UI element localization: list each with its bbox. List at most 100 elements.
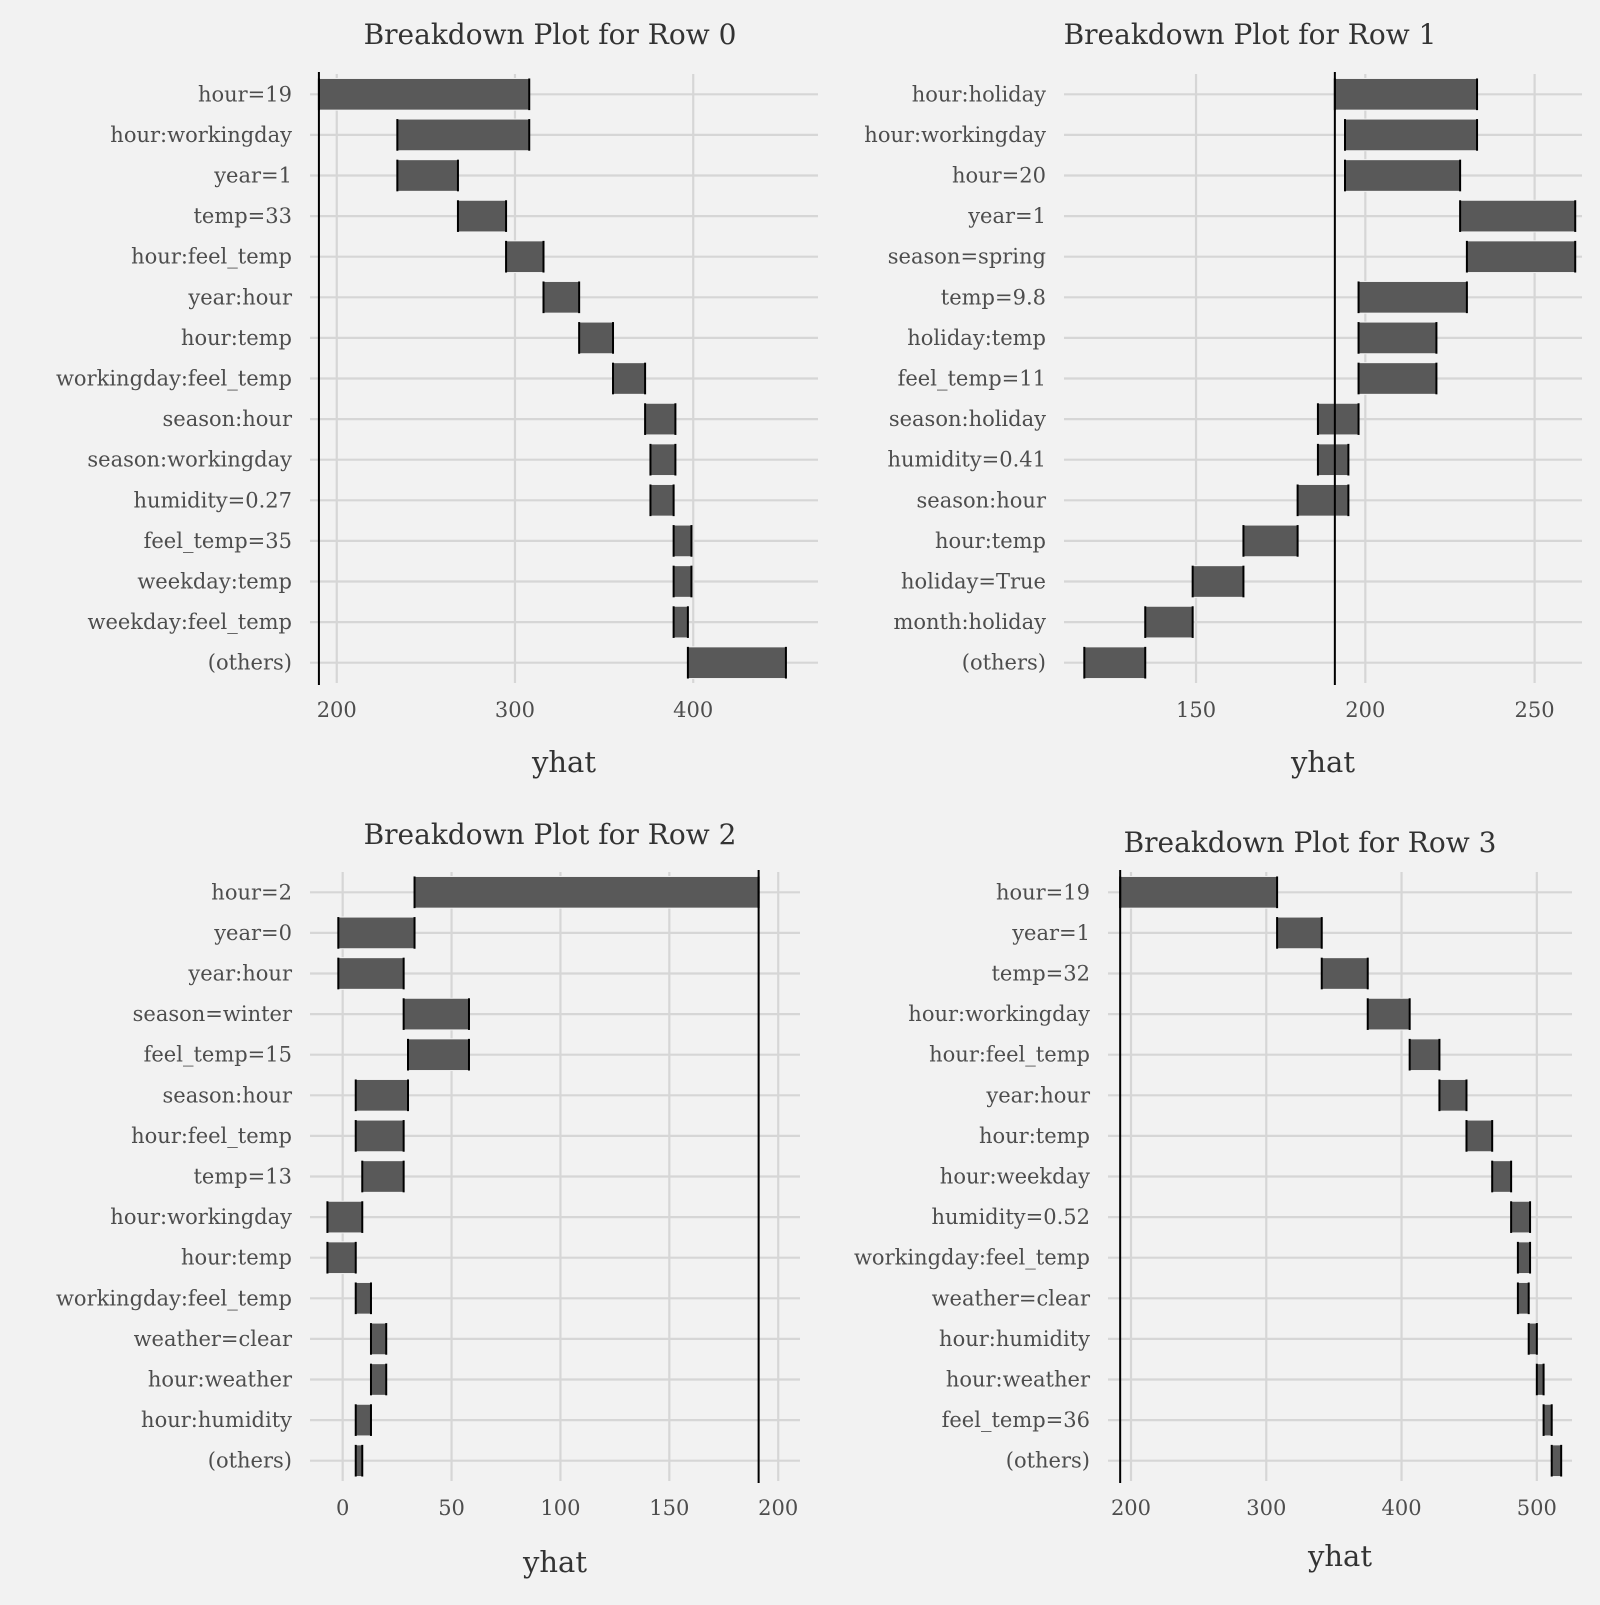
breakdown-plot-row-2: hour=2 year=0 year:hour season=winter feel_t… bbox=[56, 818, 800, 1579]
y-tick-label: hour=19 bbox=[996, 880, 1090, 904]
bar bbox=[1517, 1241, 1531, 1275]
x-tick-label: 250 bbox=[1515, 698, 1555, 722]
bar bbox=[1466, 240, 1576, 274]
chart-title: Breakdown Plot for Row 0 bbox=[364, 18, 737, 51]
bar bbox=[326, 1200, 363, 1234]
y-tick-label: weather=clear bbox=[932, 1286, 1091, 1310]
y-tick-label: hour:temp bbox=[181, 326, 292, 350]
y-tick-label: workingday:feel_temp bbox=[56, 367, 292, 391]
bar bbox=[1321, 957, 1369, 990]
y-tick-label: temp=32 bbox=[991, 962, 1090, 986]
bar bbox=[644, 402, 676, 436]
y-tick-label: season:hour bbox=[163, 1083, 293, 1107]
y-tick-label: hour:weekday bbox=[940, 1165, 1090, 1189]
y-tick-label: season:hour bbox=[917, 488, 1047, 512]
y-tick-label: workingday:feel_temp bbox=[854, 1246, 1090, 1270]
bar bbox=[1317, 402, 1360, 436]
x-tick-label: 100 bbox=[540, 1496, 580, 1520]
bar bbox=[370, 1322, 387, 1356]
bar bbox=[355, 1403, 372, 1437]
x-tick-label: 400 bbox=[673, 698, 713, 722]
y-tick-label: humidity=0.41 bbox=[888, 448, 1047, 472]
bar bbox=[355, 1078, 409, 1112]
x-tick-label: 200 bbox=[317, 698, 357, 722]
y-tick-label: hour:workingday bbox=[864, 123, 1046, 147]
bar bbox=[457, 199, 507, 233]
y-tick-label: (others) bbox=[208, 651, 292, 675]
bar bbox=[1119, 875, 1278, 909]
y-tick-label: season:hour bbox=[163, 407, 293, 431]
bar bbox=[337, 916, 416, 950]
y-tick-label: hour:holiday bbox=[912, 82, 1046, 106]
x-tick-label: 200 bbox=[758, 1496, 798, 1520]
y-tick-label: hour=2 bbox=[211, 880, 292, 904]
breakdown-plot-row-1: hour:holiday hour:workingday hour=20 year=1… bbox=[864, 18, 1582, 779]
y-tick-label: feel_temp=35 bbox=[144, 529, 292, 553]
bar bbox=[396, 118, 530, 152]
y-tick-label: hour:temp bbox=[935, 529, 1046, 553]
bar bbox=[396, 159, 459, 192]
y-tick-label: humidity=0.27 bbox=[134, 488, 293, 512]
bar bbox=[414, 875, 760, 909]
bar bbox=[1297, 483, 1349, 517]
bar bbox=[1358, 280, 1468, 314]
bar bbox=[1367, 997, 1411, 1031]
x-axis-label: yhat bbox=[1290, 745, 1355, 779]
y-tick-label: hour:workingday bbox=[908, 1002, 1090, 1026]
breakdown-plot-row-0: hour=19 hour:workingday year=1 temp=33 hour:… bbox=[56, 18, 818, 779]
y-tick-label: year:hour bbox=[985, 1083, 1091, 1107]
bar bbox=[649, 443, 676, 477]
y-tick-label: hour=20 bbox=[952, 164, 1046, 188]
x-tick-label: 300 bbox=[495, 698, 535, 722]
y-tick-label: feel_temp=11 bbox=[898, 367, 1046, 391]
y-tick-label: hour:workingday bbox=[110, 123, 292, 147]
x-axis-label: yhat bbox=[531, 745, 596, 779]
bar bbox=[1144, 605, 1194, 639]
bar bbox=[1438, 1078, 1467, 1112]
bar bbox=[673, 524, 692, 558]
bar bbox=[687, 646, 787, 680]
y-tick-label: temp=33 bbox=[193, 204, 292, 228]
bar bbox=[505, 240, 545, 274]
y-tick-label: year=1 bbox=[1011, 921, 1090, 945]
bar bbox=[355, 1281, 372, 1315]
bar bbox=[1344, 159, 1461, 192]
y-tick-label: humidity=0.52 bbox=[932, 1205, 1091, 1229]
chart-title: Breakdown Plot for Row 1 bbox=[1064, 18, 1437, 51]
bar bbox=[649, 483, 675, 517]
y-tick-label: season=spring bbox=[888, 245, 1046, 269]
bar bbox=[1192, 565, 1244, 598]
x-tick-label: 150 bbox=[649, 1496, 689, 1520]
y-tick-label: hour:feel_temp bbox=[131, 1124, 292, 1148]
y-tick-label: (others) bbox=[962, 651, 1046, 675]
y-tick-label: (others) bbox=[1006, 1449, 1090, 1473]
x-tick-label: 50 bbox=[438, 1496, 465, 1520]
bar bbox=[612, 362, 646, 395]
bar bbox=[1551, 1444, 1562, 1478]
y-tick-label: holiday:temp bbox=[907, 326, 1046, 350]
bar bbox=[1543, 1403, 1553, 1437]
chart-title: Breakdown Plot for Row 2 bbox=[364, 818, 737, 851]
bar bbox=[1491, 1160, 1512, 1193]
bar bbox=[318, 77, 530, 111]
bar bbox=[1409, 1038, 1440, 1072]
bar bbox=[1358, 321, 1437, 355]
y-tick-label: year=1 bbox=[213, 164, 292, 188]
y-tick-label: holiday=True bbox=[901, 570, 1046, 594]
x-axis-label: yhat bbox=[522, 1545, 587, 1579]
y-tick-label: year=1 bbox=[967, 204, 1046, 228]
y-tick-label: weekday:temp bbox=[137, 570, 292, 594]
x-tick-label: 0 bbox=[336, 1496, 349, 1520]
y-tick-label: hour:feel_temp bbox=[131, 245, 292, 269]
bar bbox=[337, 957, 405, 990]
y-tick-label: feel_temp=36 bbox=[942, 1408, 1090, 1432]
y-tick-label: workingday:feel_temp bbox=[56, 1286, 292, 1310]
bar bbox=[543, 280, 580, 314]
y-tick-label: hour:weather bbox=[148, 1368, 293, 1392]
x-tick-label: 150 bbox=[1176, 698, 1216, 722]
y-tick-label: year:hour bbox=[187, 285, 293, 309]
y-tick-label: temp=9.8 bbox=[941, 285, 1046, 309]
y-tick-label: hour:humidity bbox=[141, 1408, 292, 1432]
